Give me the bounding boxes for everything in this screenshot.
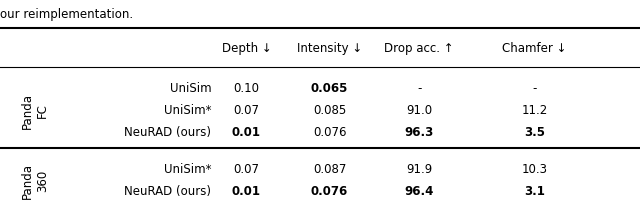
Text: 3.5: 3.5 (524, 126, 545, 139)
Text: 0.087: 0.087 (313, 162, 346, 175)
Text: 0.085: 0.085 (313, 104, 346, 117)
Text: 0.076: 0.076 (313, 126, 346, 139)
Text: UniSim*: UniSim* (164, 162, 211, 175)
Text: -: - (417, 81, 421, 94)
Text: 0.01: 0.01 (232, 184, 261, 197)
Text: 91.9: 91.9 (406, 162, 433, 175)
Text: 0.10: 0.10 (234, 81, 259, 94)
Text: 91.0: 91.0 (406, 104, 432, 117)
Text: NeuRAD (ours): NeuRAD (ours) (124, 126, 211, 139)
Text: 0.07: 0.07 (234, 162, 259, 175)
Text: 96.4: 96.4 (404, 184, 434, 197)
Text: 0.065: 0.065 (311, 81, 348, 94)
Text: Intensity ↓: Intensity ↓ (297, 42, 362, 55)
Text: UniSim*: UniSim* (164, 104, 211, 117)
Text: 0.076: 0.076 (311, 184, 348, 197)
Text: 3.1: 3.1 (524, 184, 545, 197)
Text: our reimplementation.: our reimplementation. (0, 8, 133, 21)
Text: 11.2: 11.2 (521, 104, 548, 117)
Text: -: - (532, 81, 536, 94)
Text: 10.3: 10.3 (522, 162, 547, 175)
Text: Drop acc. ↑: Drop acc. ↑ (385, 42, 454, 55)
Text: UniSim: UniSim (170, 81, 211, 94)
Text: 0.07: 0.07 (234, 104, 259, 117)
Text: Panda
360: Panda 360 (21, 162, 49, 198)
Text: Panda
FC: Panda FC (21, 92, 49, 128)
Text: 0.01: 0.01 (232, 126, 261, 139)
Text: NeuRAD (ours): NeuRAD (ours) (124, 184, 211, 197)
Text: Chamfer ↓: Chamfer ↓ (502, 42, 566, 55)
Text: Depth ↓: Depth ↓ (221, 42, 271, 55)
Text: 96.3: 96.3 (404, 126, 434, 139)
